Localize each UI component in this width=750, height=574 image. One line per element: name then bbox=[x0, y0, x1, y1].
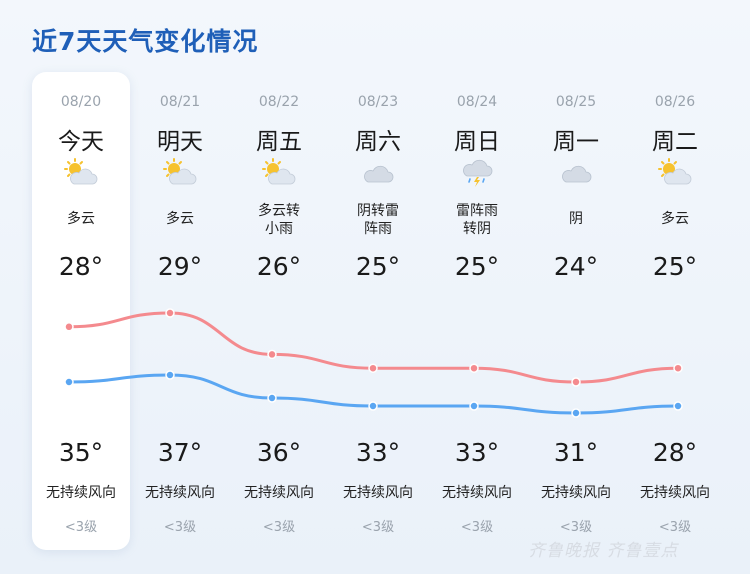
wind-direction: 无持续风向 bbox=[46, 485, 116, 501]
day-column: 08/21 明天多云 29° 37° 无持续风向 <3级 bbox=[131, 72, 230, 550]
condition-text: 多云 bbox=[626, 210, 725, 228]
wind-direction: 无持续风向 bbox=[442, 485, 512, 501]
weekday-label: 周日 bbox=[454, 129, 500, 155]
cloudy-icon bbox=[559, 158, 593, 188]
wind-direction: 无持续风向 bbox=[145, 485, 215, 501]
high-temp: 25° bbox=[454, 252, 500, 281]
data-point bbox=[64, 377, 74, 387]
condition-line: 阵雨 bbox=[364, 221, 392, 237]
partly-cloudy-icon bbox=[63, 158, 98, 188]
data-point bbox=[165, 370, 175, 380]
today-card bbox=[32, 72, 130, 550]
low-temp: 28° bbox=[652, 438, 698, 467]
high-temp: 25° bbox=[355, 252, 401, 281]
weekday-label: 周五 bbox=[256, 129, 302, 155]
wind-direction: 无持续风向 bbox=[244, 485, 314, 501]
low-temp: 36° bbox=[256, 438, 302, 467]
wind-level: <3级 bbox=[460, 520, 494, 535]
data-point bbox=[571, 408, 581, 418]
data-point bbox=[368, 363, 378, 373]
weekday-label: 明天 bbox=[157, 129, 203, 155]
wind-direction: 无持续风向 bbox=[541, 485, 611, 501]
day-column: 08/24 周日雷阵雨转阴 25° 33° 无持续风向 <3级 bbox=[428, 72, 527, 550]
weekday-label: 周六 bbox=[355, 129, 401, 155]
condition-line: 多云 bbox=[661, 211, 689, 227]
partly-cloudy-icon bbox=[162, 158, 197, 188]
condition-line: 转阴 bbox=[463, 221, 491, 237]
low-temp: 33° bbox=[454, 438, 500, 467]
condition-line: 小雨 bbox=[265, 221, 293, 237]
condition-line: 阴转雷 bbox=[357, 203, 399, 219]
date-label: 08/25 bbox=[555, 94, 597, 110]
data-point bbox=[165, 308, 175, 318]
data-point bbox=[64, 322, 74, 332]
high-temp: 28° bbox=[58, 252, 104, 281]
thunderstorm-icon bbox=[460, 158, 494, 188]
date-label: 08/23 bbox=[357, 94, 399, 110]
condition-line: 阴 bbox=[569, 211, 583, 227]
wind-level: <3级 bbox=[163, 520, 197, 535]
high-temp: 26° bbox=[256, 252, 302, 281]
wind-level: <3级 bbox=[658, 520, 692, 535]
condition-text: 阴 bbox=[527, 210, 626, 228]
condition-line: 多云转 bbox=[258, 203, 300, 219]
wind-level: <3级 bbox=[361, 520, 395, 535]
page-title: 近7天天气变化情况 bbox=[32, 27, 259, 56]
cloudy-icon bbox=[361, 158, 395, 188]
low-temp: 37° bbox=[157, 438, 203, 467]
date-label: 08/26 bbox=[654, 94, 696, 110]
day-column: 08/22 周五多云转小雨 26° 36° 无持续风向 <3级 bbox=[230, 72, 329, 550]
date-label: 08/22 bbox=[258, 94, 300, 110]
weekday-label: 今天 bbox=[58, 129, 104, 155]
condition-text: 多云 bbox=[32, 210, 131, 228]
data-point bbox=[673, 401, 683, 411]
high-temp: 29° bbox=[157, 252, 203, 281]
high-temp: 25° bbox=[652, 252, 698, 281]
high-temp: 24° bbox=[553, 252, 599, 281]
data-point bbox=[267, 393, 277, 403]
data-point bbox=[571, 377, 581, 387]
wind-level: <3级 bbox=[64, 520, 98, 535]
low-temp: 35° bbox=[58, 438, 104, 467]
low-temp: 31° bbox=[553, 438, 599, 467]
condition-text: 阴转雷 阵雨 bbox=[329, 202, 428, 238]
data-point bbox=[368, 401, 378, 411]
date-label: 08/20 bbox=[60, 94, 102, 110]
day-column: 08/23 周六阴转雷阵雨 25° 33° 无持续风向 <3级 bbox=[329, 72, 428, 550]
data-point bbox=[267, 349, 277, 360]
weekday-label: 周一 bbox=[553, 129, 599, 155]
date-label: 08/21 bbox=[159, 94, 201, 110]
data-point bbox=[673, 363, 683, 373]
wind-level: <3级 bbox=[559, 520, 593, 535]
wind-direction: 无持续风向 bbox=[640, 485, 710, 501]
partly-cloudy-icon bbox=[261, 158, 296, 188]
condition-text: 雷阵雨 转阴 bbox=[428, 202, 527, 238]
condition-text: 多云 bbox=[131, 210, 230, 228]
weekday-label: 周二 bbox=[652, 129, 698, 155]
condition-line: 雷阵雨 bbox=[456, 203, 498, 219]
data-point bbox=[469, 363, 479, 373]
date-label: 08/24 bbox=[456, 94, 498, 110]
condition-text: 多云转 小雨 bbox=[230, 202, 329, 238]
watermark: 齐鲁晚报 齐鲁壹点 bbox=[528, 541, 679, 561]
wind-level: <3级 bbox=[262, 520, 296, 535]
day-column: 08/26 周二多云 25° 28° 无持续风向 <3级 bbox=[626, 72, 725, 550]
condition-line: 多云 bbox=[166, 211, 194, 227]
condition-line: 多云 bbox=[67, 211, 95, 227]
day-column: 08/20 今天多云 28° 35° 无持续风向 <3级 bbox=[32, 72, 131, 550]
data-point bbox=[469, 401, 479, 411]
partly-cloudy-icon bbox=[657, 158, 692, 188]
wind-direction: 无持续风向 bbox=[343, 485, 413, 501]
low-temp: 33° bbox=[355, 438, 401, 467]
day-column: 08/25 周一阴 24° 31° 无持续风向 <3级 bbox=[527, 72, 626, 550]
